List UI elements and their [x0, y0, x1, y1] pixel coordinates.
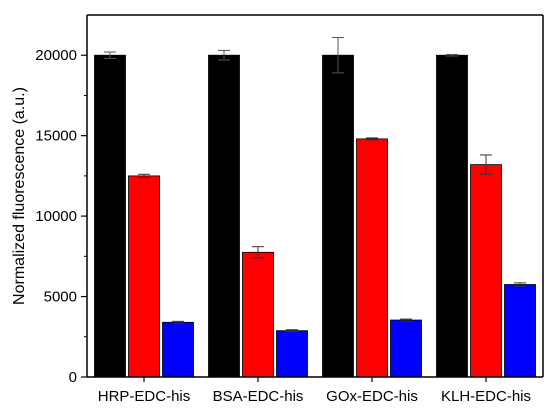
bar-series1-cat4: [436, 54, 468, 378]
y-tick-label-1: 0: [69, 369, 77, 386]
bar-series3-cat2: [276, 330, 308, 378]
y-tick-label-5: 20000: [35, 47, 77, 64]
error-bar-series2-cat2: [252, 246, 264, 259]
x-tick-label-1: HRP-EDC-his: [98, 388, 191, 405]
bar-series2-cat4: [470, 164, 502, 378]
bar-series3-cat3: [390, 319, 422, 378]
bar-series3-cat4: [504, 284, 536, 378]
axes-layer: [86, 14, 544, 378]
y-ticks-layer: 0 5000 10000 15000 20000: [35, 47, 87, 386]
y-tick-label-2: 5000: [44, 289, 77, 306]
bar-series1-cat1: [94, 54, 126, 378]
error-bar-series2-cat4: [480, 154, 492, 175]
category-labels-layer: HRP-EDC-his BSA-EDC-his GOx-EDC-his KLH-EDC…: [98, 377, 531, 405]
y-tick-label-3: 10000: [35, 208, 77, 225]
error-bar-series1-cat4: [446, 53, 458, 57]
bar-series1-cat2: [208, 54, 240, 378]
bar-series2-cat3: [356, 138, 388, 378]
bars-layer: [94, 54, 536, 378]
bar-series2-cat1: [128, 175, 160, 378]
x-tick-label-4: KLH-EDC-his: [441, 388, 531, 405]
error-bar-series1-cat2: [218, 49, 230, 61]
error-bar-series2-cat3: [366, 137, 378, 141]
error-bar-series1-cat1: [104, 51, 116, 59]
error-bar-series3-cat2: [286, 329, 298, 333]
error-bar-series3-cat4: [514, 282, 526, 287]
bar-series1-cat3: [322, 54, 354, 378]
error-bar-series3-cat3: [400, 318, 412, 322]
error-bar-series3-cat1: [172, 320, 184, 324]
error-bar-series2-cat1: [138, 173, 150, 178]
bar-series2-cat2: [242, 251, 274, 378]
y-tick-label-4: 15000: [35, 128, 77, 145]
error-bar-series1-cat3: [332, 37, 344, 74]
x-tick-label-3: GOx-EDC-his: [326, 388, 418, 405]
error-bars-layer: [104, 37, 526, 333]
y-axis-label: Normalized fluorescence (a.u.): [11, 87, 28, 305]
bar-series3-cat1: [162, 321, 194, 378]
x-tick-label-2: BSA-EDC-his: [213, 388, 304, 405]
